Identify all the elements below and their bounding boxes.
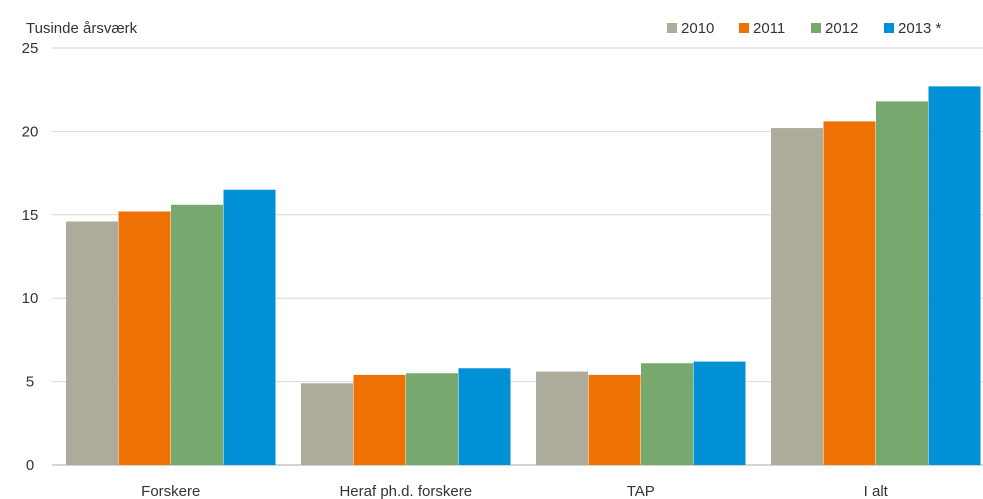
unit-label: Tusinde årsværk xyxy=(26,20,138,37)
bar-tap-2012 xyxy=(641,363,693,465)
bar-tap-2010 xyxy=(536,371,588,465)
bar-i-alt-2011 xyxy=(823,121,876,465)
bar-heraf-ph-d-forskere-2013 xyxy=(458,368,511,465)
legend-swatch xyxy=(811,23,821,33)
y-tick-label: 0 xyxy=(26,457,34,474)
legend-label: 2013 * xyxy=(898,20,942,37)
legend-label: 2010 xyxy=(681,20,714,37)
y-axis-labels: 0 5 10 15 20 25 xyxy=(22,40,39,474)
bar-forskere-2012 xyxy=(171,204,223,466)
x-category-label: Forskere xyxy=(141,483,200,499)
bar-heraf-ph-d-forskere-2011 xyxy=(353,374,406,465)
bar-tap-2013 xyxy=(693,361,746,465)
bar-i-alt-2012 xyxy=(876,101,928,465)
y-tick-label: 10 xyxy=(22,290,39,307)
legend-label: 2011 xyxy=(753,20,785,37)
legend-swatch xyxy=(667,23,677,33)
bar-tap-2011 xyxy=(588,374,641,465)
bars xyxy=(66,86,981,466)
x-axis-labels: Forskere Heraf ph.d. forskere TAP I alt xyxy=(141,483,889,499)
y-tick-label: 15 xyxy=(22,207,39,224)
bar-i-alt-2010 xyxy=(771,128,823,465)
x-category-label: I alt xyxy=(864,483,889,499)
legend-swatch xyxy=(884,23,894,33)
bar-forskere-2011 xyxy=(118,211,171,465)
y-tick-label: 20 xyxy=(22,123,39,140)
legend-label: 2012 xyxy=(825,20,858,37)
y-tick-label: 25 xyxy=(22,40,39,57)
x-category-label: TAP xyxy=(627,483,655,499)
bar-heraf-ph-d-forskere-2010 xyxy=(301,383,353,465)
bar-heraf-ph-d-forskere-2012 xyxy=(406,373,458,465)
y-tick-label: 5 xyxy=(26,374,34,391)
legend-swatch xyxy=(739,23,749,33)
legend: 2010 2011 2012 2013 * xyxy=(667,20,942,37)
bar-forskere-2010 xyxy=(66,221,118,465)
x-category-label: Heraf ph.d. forskere xyxy=(339,483,472,499)
bar-i-alt-2013 xyxy=(928,86,981,465)
bar-forskere-2013 xyxy=(223,189,276,465)
